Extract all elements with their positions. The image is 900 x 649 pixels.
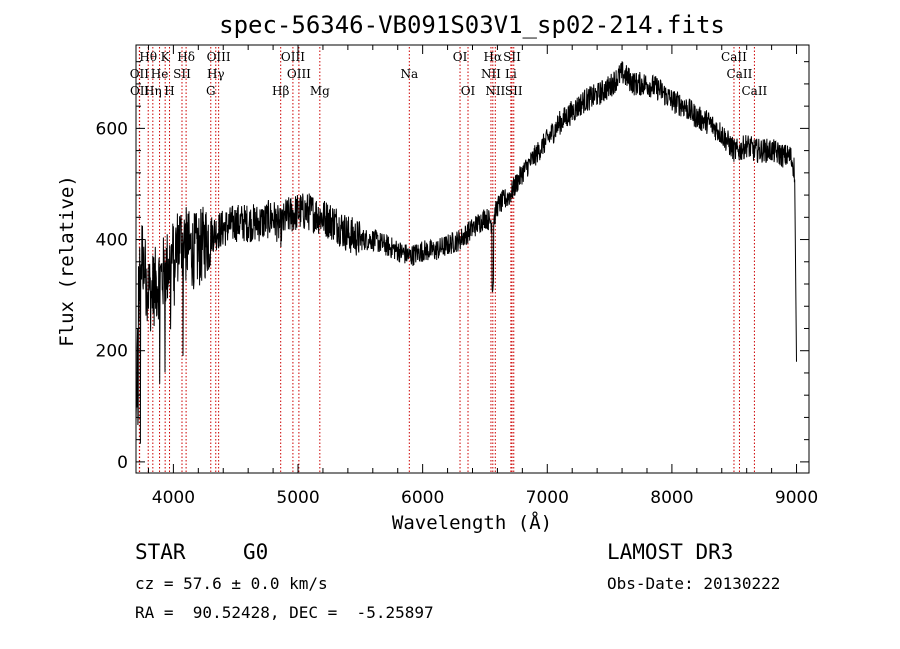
line-label-hγ: Hγ [207, 67, 225, 81]
line-label-g: G [206, 84, 216, 98]
x-tick-label: 9000 [775, 488, 818, 508]
line-label-hβ: Hβ [272, 84, 289, 98]
y-tick-label: 600 [96, 119, 128, 139]
line-label-oiii: OIII [207, 50, 231, 64]
line-label-k: K [161, 50, 171, 64]
survey-name: LAMOST DR3 [607, 540, 734, 564]
line-label-caii: CaII [727, 67, 753, 81]
line-label-oii: OII [130, 67, 150, 81]
redshift-cz: cz = 57.6 ± 0.0 km/s [135, 574, 328, 593]
line-label-oiii: OIII [287, 67, 311, 81]
object-subclass: G0 [243, 540, 269, 564]
y-tick-label: 0 [117, 453, 128, 473]
line-label-hα: Hα [484, 50, 503, 64]
y-tick-label: 400 [96, 231, 128, 251]
x-tick-label: 4000 [152, 488, 195, 508]
line-label-sii: SII [173, 67, 191, 81]
spectrum-series-line [135, 61, 797, 444]
object-class: STAR [135, 540, 186, 564]
coordinates: RA = 90.52428, DEC = -5.25897 [135, 603, 434, 622]
x-axis-ticks: 4000 5000 6000 7000 8000 9000 [147, 45, 818, 508]
y-axis-ticks: 0 200 400 600 [96, 61, 809, 473]
x-tick-label: 5000 [276, 488, 319, 508]
line-label-sii: SII [505, 84, 523, 98]
line-label-hη: Hη [144, 84, 162, 98]
line-label-oi: OI [461, 84, 476, 98]
x-tick-label: 6000 [401, 488, 444, 508]
line-label-h: H [164, 84, 174, 98]
spectral-line-markers [138, 47, 755, 473]
x-tick-label: 8000 [650, 488, 693, 508]
chart-title: spec-56346-VB091S03V1_sp02-214.fits [219, 11, 725, 39]
y-axis-label: Flux (relative) [56, 175, 78, 347]
line-label-oi: OI [453, 50, 468, 64]
observation-date: Obs-Date: 20130222 [607, 574, 781, 593]
line-label-he: He [151, 67, 169, 81]
line-label-nii: NII [485, 84, 505, 98]
y-tick-label: 200 [96, 342, 128, 362]
line-label-hθ: Hθ [139, 50, 157, 64]
line-label-mg: Mg [310, 84, 330, 98]
line-label-oii: OII [130, 84, 150, 98]
line-label-caii: CaII [721, 50, 747, 64]
plot-frame [135, 44, 810, 474]
line-label-hδ: Hδ [177, 50, 195, 64]
line-label-nii: NII [481, 67, 501, 81]
line-label-li: Li [505, 67, 517, 81]
x-tick-label: 7000 [526, 488, 569, 508]
line-label-oiii: OIII [281, 50, 305, 64]
line-label-na: Na [400, 67, 418, 81]
line-label-sii: SII [503, 50, 521, 64]
line-label-caii: CaII [741, 84, 767, 98]
x-axis-label: Wavelength (Å) [392, 511, 552, 534]
